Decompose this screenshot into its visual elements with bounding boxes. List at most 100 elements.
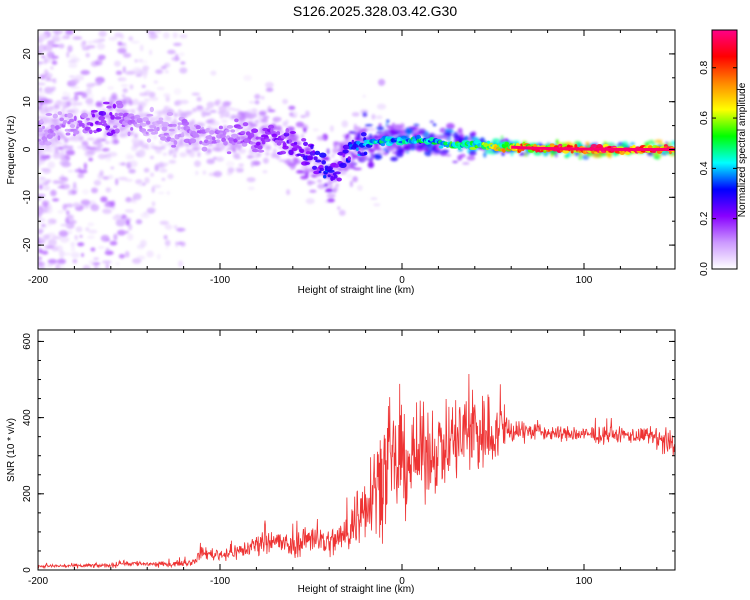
noise-blob bbox=[38, 82, 41, 86]
cloud-blob bbox=[141, 84, 146, 88]
ridge-blob bbox=[145, 131, 149, 135]
noise-blob bbox=[46, 56, 51, 64]
noise-blob bbox=[150, 155, 154, 160]
ridge-blob bbox=[96, 127, 102, 132]
noise-blob bbox=[81, 93, 88, 99]
ridge-blob bbox=[257, 149, 265, 153]
noise-blob bbox=[38, 256, 43, 261]
x-tick-label: -100 bbox=[210, 576, 230, 587]
noise-blob bbox=[300, 115, 307, 118]
noise-blob bbox=[60, 223, 70, 227]
ridge-blob bbox=[168, 128, 175, 132]
noise-blob bbox=[179, 34, 188, 39]
ridge-blob bbox=[271, 133, 278, 138]
noise-blob bbox=[341, 120, 349, 128]
colorbar-ticks: 0.0 0.2 0.4 0.6 0.8 bbox=[699, 60, 737, 276]
cloud-blob bbox=[421, 147, 428, 151]
cloud-blob bbox=[201, 110, 207, 118]
noise-blob bbox=[39, 176, 45, 180]
cloud-blob bbox=[121, 93, 126, 98]
ridge-blob bbox=[195, 125, 201, 130]
noise-blob bbox=[128, 36, 134, 41]
noise-blob bbox=[83, 40, 87, 44]
cloud-blob bbox=[408, 146, 416, 151]
cloud-blob bbox=[592, 152, 601, 159]
noise-blob bbox=[161, 177, 166, 181]
noise-blob bbox=[105, 263, 110, 269]
ridge-blob bbox=[102, 101, 110, 105]
cloud-blob bbox=[254, 120, 259, 123]
noise-blob bbox=[262, 170, 268, 174]
ridge-blob bbox=[118, 112, 124, 117]
noise-blob bbox=[119, 33, 125, 40]
ridge-blob bbox=[166, 134, 170, 138]
noise-blob bbox=[108, 36, 118, 41]
ridge-blob bbox=[276, 131, 281, 136]
ridge-blob bbox=[306, 155, 314, 161]
ridge-blob bbox=[283, 132, 290, 137]
noise-blob bbox=[110, 203, 116, 211]
ridge-blob bbox=[267, 138, 271, 142]
noise-blob bbox=[132, 98, 140, 106]
cloud-blob bbox=[272, 117, 280, 123]
ridge-blob bbox=[38, 127, 43, 133]
noise-blob bbox=[57, 209, 64, 214]
cloud-blob bbox=[174, 146, 179, 152]
cloud-blob bbox=[471, 131, 477, 136]
ridge-blob bbox=[221, 137, 227, 143]
ridge-blob bbox=[44, 129, 49, 133]
noise-blob bbox=[210, 70, 217, 76]
cloud-blob bbox=[258, 111, 267, 116]
noise-blob bbox=[105, 156, 112, 163]
noise-blob bbox=[103, 202, 111, 208]
noise-blob bbox=[79, 234, 83, 238]
cloud-blob bbox=[227, 167, 235, 174]
noise-blob bbox=[102, 208, 112, 214]
colorbar-gradient bbox=[711, 29, 738, 270]
noise-blob bbox=[85, 227, 90, 232]
noise-blob bbox=[120, 84, 129, 87]
noise-blob bbox=[326, 193, 336, 198]
snr-panel: -200 -100 0 100 0 200 400 600 Height of straig… bbox=[6, 329, 676, 595]
noise-blob bbox=[113, 233, 118, 241]
ridge-blob bbox=[570, 149, 574, 154]
ridge-blob bbox=[249, 132, 255, 138]
ridge-blob bbox=[112, 103, 117, 109]
noise-blob bbox=[47, 161, 56, 169]
ridge-blob bbox=[312, 165, 318, 170]
noise-blob bbox=[150, 35, 159, 39]
noise-blob bbox=[118, 176, 128, 181]
cloud-blob bbox=[118, 123, 122, 128]
ridge-blob bbox=[290, 149, 294, 155]
cloud-blob bbox=[338, 171, 347, 175]
noise-blob bbox=[47, 40, 53, 47]
noise-blob bbox=[125, 230, 129, 234]
snr-frame bbox=[37, 329, 676, 571]
noise-blob bbox=[144, 177, 150, 184]
noise-blob bbox=[246, 177, 256, 183]
ridge-blob bbox=[230, 133, 239, 138]
cloud-blob bbox=[333, 141, 337, 149]
noise-blob bbox=[52, 198, 60, 202]
noise-blob bbox=[38, 33, 48, 41]
colorbar-tick-label: 0.0 bbox=[699, 262, 710, 276]
noise-blob bbox=[142, 65, 150, 71]
cloud-blob bbox=[170, 121, 174, 125]
cloud-blob bbox=[229, 116, 237, 120]
cloud-blob bbox=[404, 146, 410, 151]
cloud-blob bbox=[353, 167, 362, 171]
ridge-blob bbox=[113, 125, 118, 129]
noise-blob bbox=[38, 50, 43, 55]
ridge-blob bbox=[114, 128, 120, 134]
noise-blob bbox=[72, 36, 83, 40]
ridge-blob bbox=[40, 118, 44, 124]
cloud-blob bbox=[150, 115, 154, 123]
noise-blob bbox=[115, 262, 120, 266]
ridge-blob bbox=[63, 119, 68, 124]
cloud-blob bbox=[404, 128, 414, 135]
cloud-blob bbox=[101, 147, 110, 152]
noise-blob bbox=[125, 219, 130, 226]
ridge-blob bbox=[161, 121, 170, 128]
ridge-blob bbox=[127, 131, 131, 137]
